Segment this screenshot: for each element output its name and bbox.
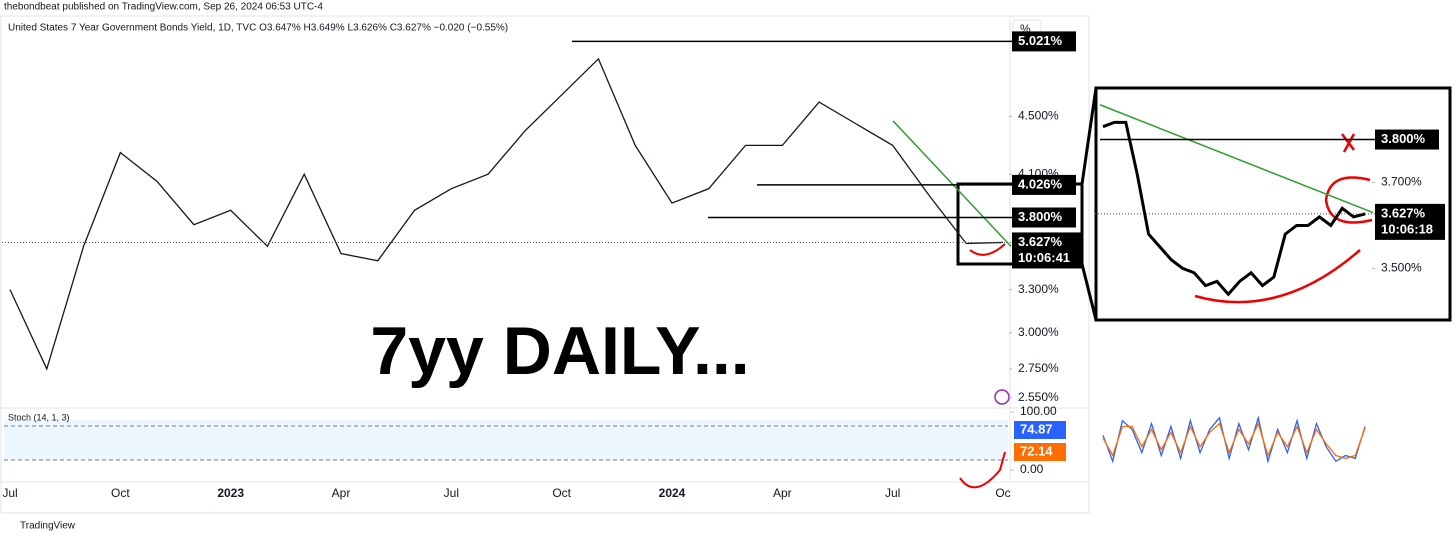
last-price-label: 3.627% xyxy=(1381,205,1426,220)
y-tick-label: 3.500% xyxy=(1381,261,1422,275)
unit-label: % xyxy=(1020,22,1031,36)
publisher: thebondbeat published on TradingView.com… xyxy=(4,2,323,13)
annotation: 7yy DAILY... xyxy=(370,313,749,389)
scribble xyxy=(969,243,1006,256)
x-tick-label: Oct xyxy=(552,486,571,500)
y-tick-label: 3.300% xyxy=(1018,282,1059,296)
footer: TradingView xyxy=(20,521,76,532)
x-tick-label: 2024 xyxy=(659,486,686,500)
level-tag-label: 3.800% xyxy=(1381,131,1426,146)
level-tag xyxy=(1375,129,1439,150)
level-tag-label: 5.021% xyxy=(1018,33,1063,48)
last-price-tag xyxy=(1375,203,1445,240)
trendline xyxy=(1099,104,1374,214)
x-tick-label: 2023 xyxy=(217,486,244,500)
x-tick-label: Oc xyxy=(995,486,1010,500)
scribble xyxy=(1194,249,1361,304)
level-tag-label: 3.800% xyxy=(1018,209,1063,224)
scribble xyxy=(959,451,1006,489)
x-tick-label: Apr xyxy=(332,486,351,500)
value-tag-label: 74.87 xyxy=(1020,421,1053,436)
scribble xyxy=(1324,176,1373,224)
value-tag xyxy=(1014,443,1066,461)
x-tick-label: Jul xyxy=(885,486,900,500)
price-line xyxy=(9,57,1004,371)
value-tag xyxy=(1014,421,1066,439)
stoch-title: Stoch (14, 1, 3) xyxy=(8,412,70,422)
y-tick-label: 3.700% xyxy=(1381,175,1422,189)
level-tag xyxy=(1012,207,1076,228)
level-tag xyxy=(1012,31,1076,52)
price-line xyxy=(1102,120,1366,297)
price-line xyxy=(1102,421,1366,460)
alert-icon[interactable] xyxy=(994,389,1010,405)
x-tick-label: Oct xyxy=(111,486,130,500)
y-tick-label: 2.550% xyxy=(1018,390,1059,404)
y-tick-label: 0.00 xyxy=(1020,462,1044,476)
value-tag-label: 72.14 xyxy=(1020,443,1053,458)
last-price-tag xyxy=(1012,232,1082,269)
chart-frame xyxy=(0,15,1090,514)
level-tag xyxy=(1012,174,1076,195)
last-price-label: 3.627% xyxy=(1018,234,1063,249)
level-tag-label: 4.026% xyxy=(1018,176,1063,191)
zoom-connector xyxy=(1080,87,1098,185)
chart-title: United States 7 Year Government Bonds Yi… xyxy=(8,23,508,34)
x-tick-label: Jul xyxy=(2,486,17,500)
countdown: 10:06:41 xyxy=(1018,250,1070,265)
y-tick-label: 4.500% xyxy=(1018,109,1059,123)
x-tick-label: Jul xyxy=(444,486,459,500)
countdown: 10:06:18 xyxy=(1381,221,1433,236)
scribble xyxy=(1341,133,1356,153)
y-tick-label: 3.000% xyxy=(1018,325,1059,339)
stoch-band xyxy=(4,420,1008,460)
y-tick-label: 2.750% xyxy=(1018,361,1059,375)
zoom-connector xyxy=(1080,263,1098,321)
y-tick-label: 100.00 xyxy=(1020,404,1057,418)
trendline xyxy=(892,120,1012,247)
x-tick-label: Apr xyxy=(773,486,792,500)
